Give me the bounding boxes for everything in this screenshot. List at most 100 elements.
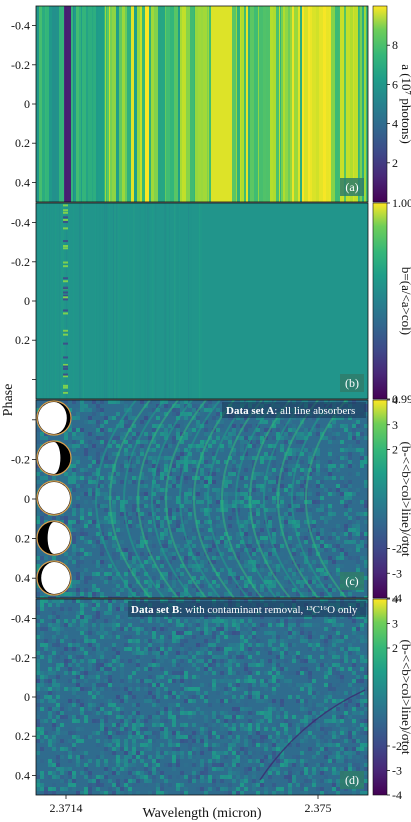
- heat-cell: [136, 592, 140, 596]
- heat-cell: [316, 472, 320, 476]
- heat-cell: [112, 767, 116, 771]
- heat-cell: [178, 203, 180, 399]
- heat-cell: [356, 671, 360, 675]
- heat-cell: [112, 508, 116, 512]
- heat-cell: [80, 739, 84, 743]
- heat-cell: [84, 552, 88, 556]
- heat-cell: [316, 484, 320, 488]
- heat-cell: [232, 695, 236, 699]
- heat-cell: [364, 787, 368, 791]
- heat-cell: [172, 528, 176, 532]
- heat-cell: [124, 727, 128, 731]
- heat-cell: [140, 651, 144, 655]
- heat-cell: [132, 731, 136, 735]
- heat-cell: [130, 203, 132, 399]
- heat-cell: [232, 747, 236, 751]
- heat-cell: [156, 488, 160, 492]
- heat-cell: [308, 623, 312, 627]
- heat-cell: [100, 631, 104, 635]
- heat-cell: [244, 779, 248, 783]
- heat-cell: [160, 432, 164, 436]
- heat-cell: [192, 675, 196, 679]
- heat-cell: [228, 631, 232, 635]
- heat-cell: [248, 687, 252, 691]
- heat-cell: [220, 631, 224, 635]
- heat-cell: [104, 643, 108, 647]
- heat-cell: [260, 695, 264, 699]
- heat-cell: [216, 536, 220, 540]
- heat-cell: [204, 456, 208, 460]
- heat-cell: [104, 516, 108, 520]
- heat-cell: [356, 675, 360, 679]
- heat-cell: [64, 476, 68, 480]
- heat-cell: [264, 683, 268, 687]
- heat-cell: [252, 552, 256, 556]
- heat-cell: [328, 759, 332, 763]
- heat-cell: [328, 508, 332, 512]
- heat-cell: [140, 536, 144, 540]
- heat-cell: [184, 556, 188, 560]
- heat-cell: [190, 6, 195, 202]
- heat-cell: [336, 480, 340, 484]
- heat-cell: [232, 436, 236, 440]
- heat-cell: [332, 739, 336, 743]
- heat-cell: [152, 719, 156, 723]
- heat-cell: [352, 759, 356, 763]
- heat-cell: [136, 783, 140, 787]
- heat-cell: [36, 520, 40, 524]
- heat-cell: [96, 468, 100, 472]
- heat-cell: [116, 584, 120, 588]
- heat-cell: [144, 727, 148, 731]
- heat-cell: [260, 540, 264, 544]
- heat-cell: [40, 763, 44, 767]
- heat-cell: [96, 671, 100, 675]
- heat-cell: [352, 731, 356, 735]
- heat-cell: [52, 791, 56, 795]
- heat-cell: [128, 444, 132, 448]
- heat-cell: [216, 524, 220, 528]
- heat-cell: [96, 596, 100, 598]
- heat-cell: [152, 512, 156, 516]
- heat-cell: [284, 715, 288, 719]
- heat-cell: [236, 759, 240, 763]
- heat-cell: [348, 488, 352, 492]
- heat-cell: [344, 504, 348, 508]
- heat-cell: [156, 731, 160, 735]
- heat-cell: [320, 468, 324, 472]
- heat-cell: [192, 596, 196, 598]
- heat-cell: [64, 623, 68, 627]
- heat-cell: [52, 747, 56, 751]
- heat-cell: [152, 484, 156, 488]
- heat-cell: [352, 647, 356, 651]
- heat-cell: [316, 428, 320, 432]
- heat-cell: [176, 568, 180, 572]
- heat-cell: [268, 719, 272, 723]
- heat-cell: [60, 711, 64, 715]
- heat-cell: [212, 627, 216, 631]
- heat-cell: [160, 496, 164, 500]
- heat-cell: [63, 294, 68, 297]
- heat-cell: [144, 747, 148, 751]
- heat-cell: [64, 520, 68, 524]
- heat-cell: [160, 452, 164, 456]
- heat-cell: [332, 699, 336, 703]
- heat-cell: [356, 711, 360, 715]
- heat-cell: [240, 687, 244, 691]
- heat-cell: [64, 651, 68, 655]
- heat-cell: [268, 679, 272, 683]
- heat-cell: [200, 651, 204, 655]
- heat-cell: [340, 556, 344, 560]
- heat-cell: [52, 615, 56, 619]
- heat-cell: [224, 739, 228, 743]
- heat-cell: [136, 568, 140, 572]
- heat-cell: [80, 536, 84, 540]
- heat-cell: [352, 763, 356, 767]
- heat-cell: [68, 783, 72, 787]
- heat-cell: [176, 203, 178, 399]
- heat-cell: [88, 476, 92, 480]
- heat-cell: [288, 484, 292, 488]
- heat-cell: [268, 580, 272, 584]
- heat-cell: [92, 520, 96, 524]
- heat-cell: [40, 643, 44, 647]
- heat-cell: [76, 643, 80, 647]
